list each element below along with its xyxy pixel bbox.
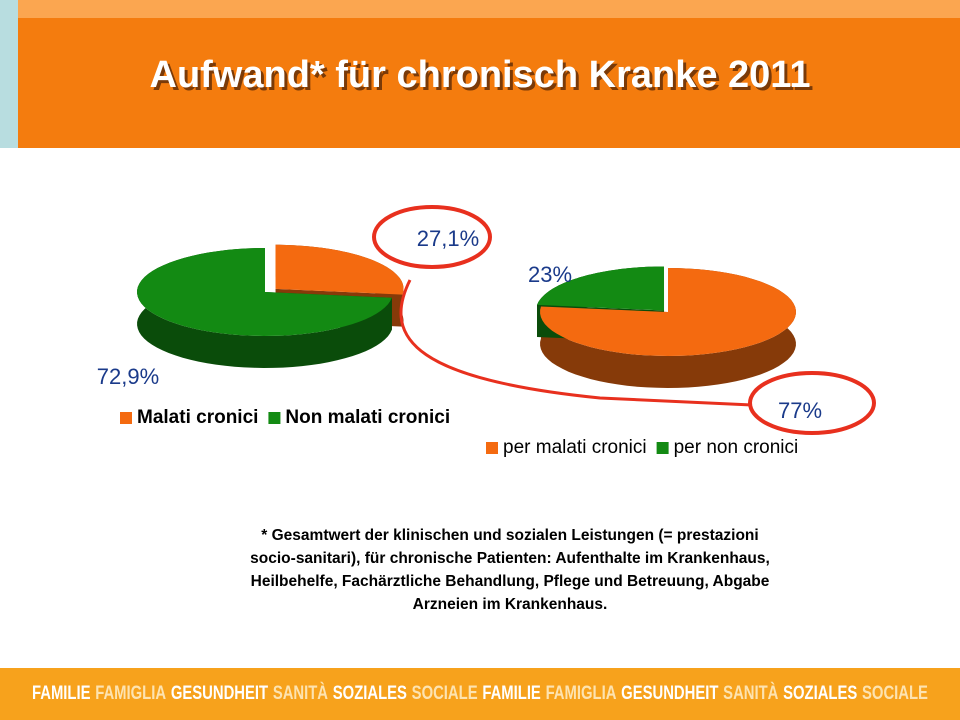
footnote: * Gesamtwert der klinischen und sozialen…: [250, 527, 770, 613]
footer-word: SOCIALE: [412, 682, 478, 703]
footer-word: SOZIALES: [333, 682, 407, 703]
footer-words: FAMILIE FAMIGLIA GESUNDHEIT SANITÀ SOZIALES S…: [32, 682, 928, 703]
footer-word: SANITÀ: [273, 682, 328, 703]
footer-word: FAMILIE: [32, 682, 90, 703]
highlight-circle: [372, 205, 492, 269]
footer-band: [0, 668, 960, 720]
legend-swatch: [656, 442, 669, 454]
charts: 27,1% 72,9% Malati cronici Non malati croni…: [97, 226, 822, 458]
pie-slice: [540, 268, 796, 356]
legend-label: Non malati cronici: [285, 407, 450, 428]
pie-slice: [537, 266, 665, 311]
footer-word: SANITÀ: [723, 682, 778, 703]
footer-word: SOCIALE: [862, 682, 928, 703]
footer-word: GESUNDHEIT: [171, 682, 269, 703]
footer-word: FAMIGLIA: [546, 682, 617, 703]
legend-label: per non cronici: [674, 437, 799, 458]
footnote-line: socio-sanitari), für chronische Patiente…: [250, 550, 770, 567]
data-label: 72,9%: [97, 364, 159, 389]
connector: [399, 279, 753, 407]
pie-slice: [275, 244, 404, 295]
legend-label: Malati cronici: [137, 407, 258, 428]
data-label: 77%: [778, 398, 822, 423]
footnote-line: Arzneien im Krankenhaus.: [413, 596, 608, 613]
footnote-line: Heilbehelfe, Fachärztliche Behandlung, P…: [251, 573, 770, 590]
data-label: 23%: [528, 262, 572, 287]
title: Aufwand* für chronisch Kranke 2011: [150, 54, 811, 96]
footnote-line: * Gesamtwert der klinischen und sozialen…: [261, 527, 758, 544]
title-shadow: Aufwand* für chronisch Kranke 2011: [153, 57, 814, 99]
legend-label: per malati cronici: [503, 437, 647, 458]
data-label: 27,1%: [417, 226, 479, 251]
footer-word: FAMILIE: [482, 682, 540, 703]
top-strip: [0, 0, 960, 18]
legend-swatch: [120, 412, 132, 424]
footer-word: GESUNDHEIT: [621, 682, 719, 703]
footer-word: FAMIGLIA: [95, 682, 166, 703]
footer-word: SOZIALES: [783, 682, 857, 703]
pie-slice: [137, 248, 392, 336]
side-strip: [0, 0, 18, 148]
highlight-circle: [748, 371, 876, 435]
legend-swatch: [268, 412, 281, 424]
legend-swatch: [486, 442, 498, 454]
title-bar: [18, 18, 960, 148]
